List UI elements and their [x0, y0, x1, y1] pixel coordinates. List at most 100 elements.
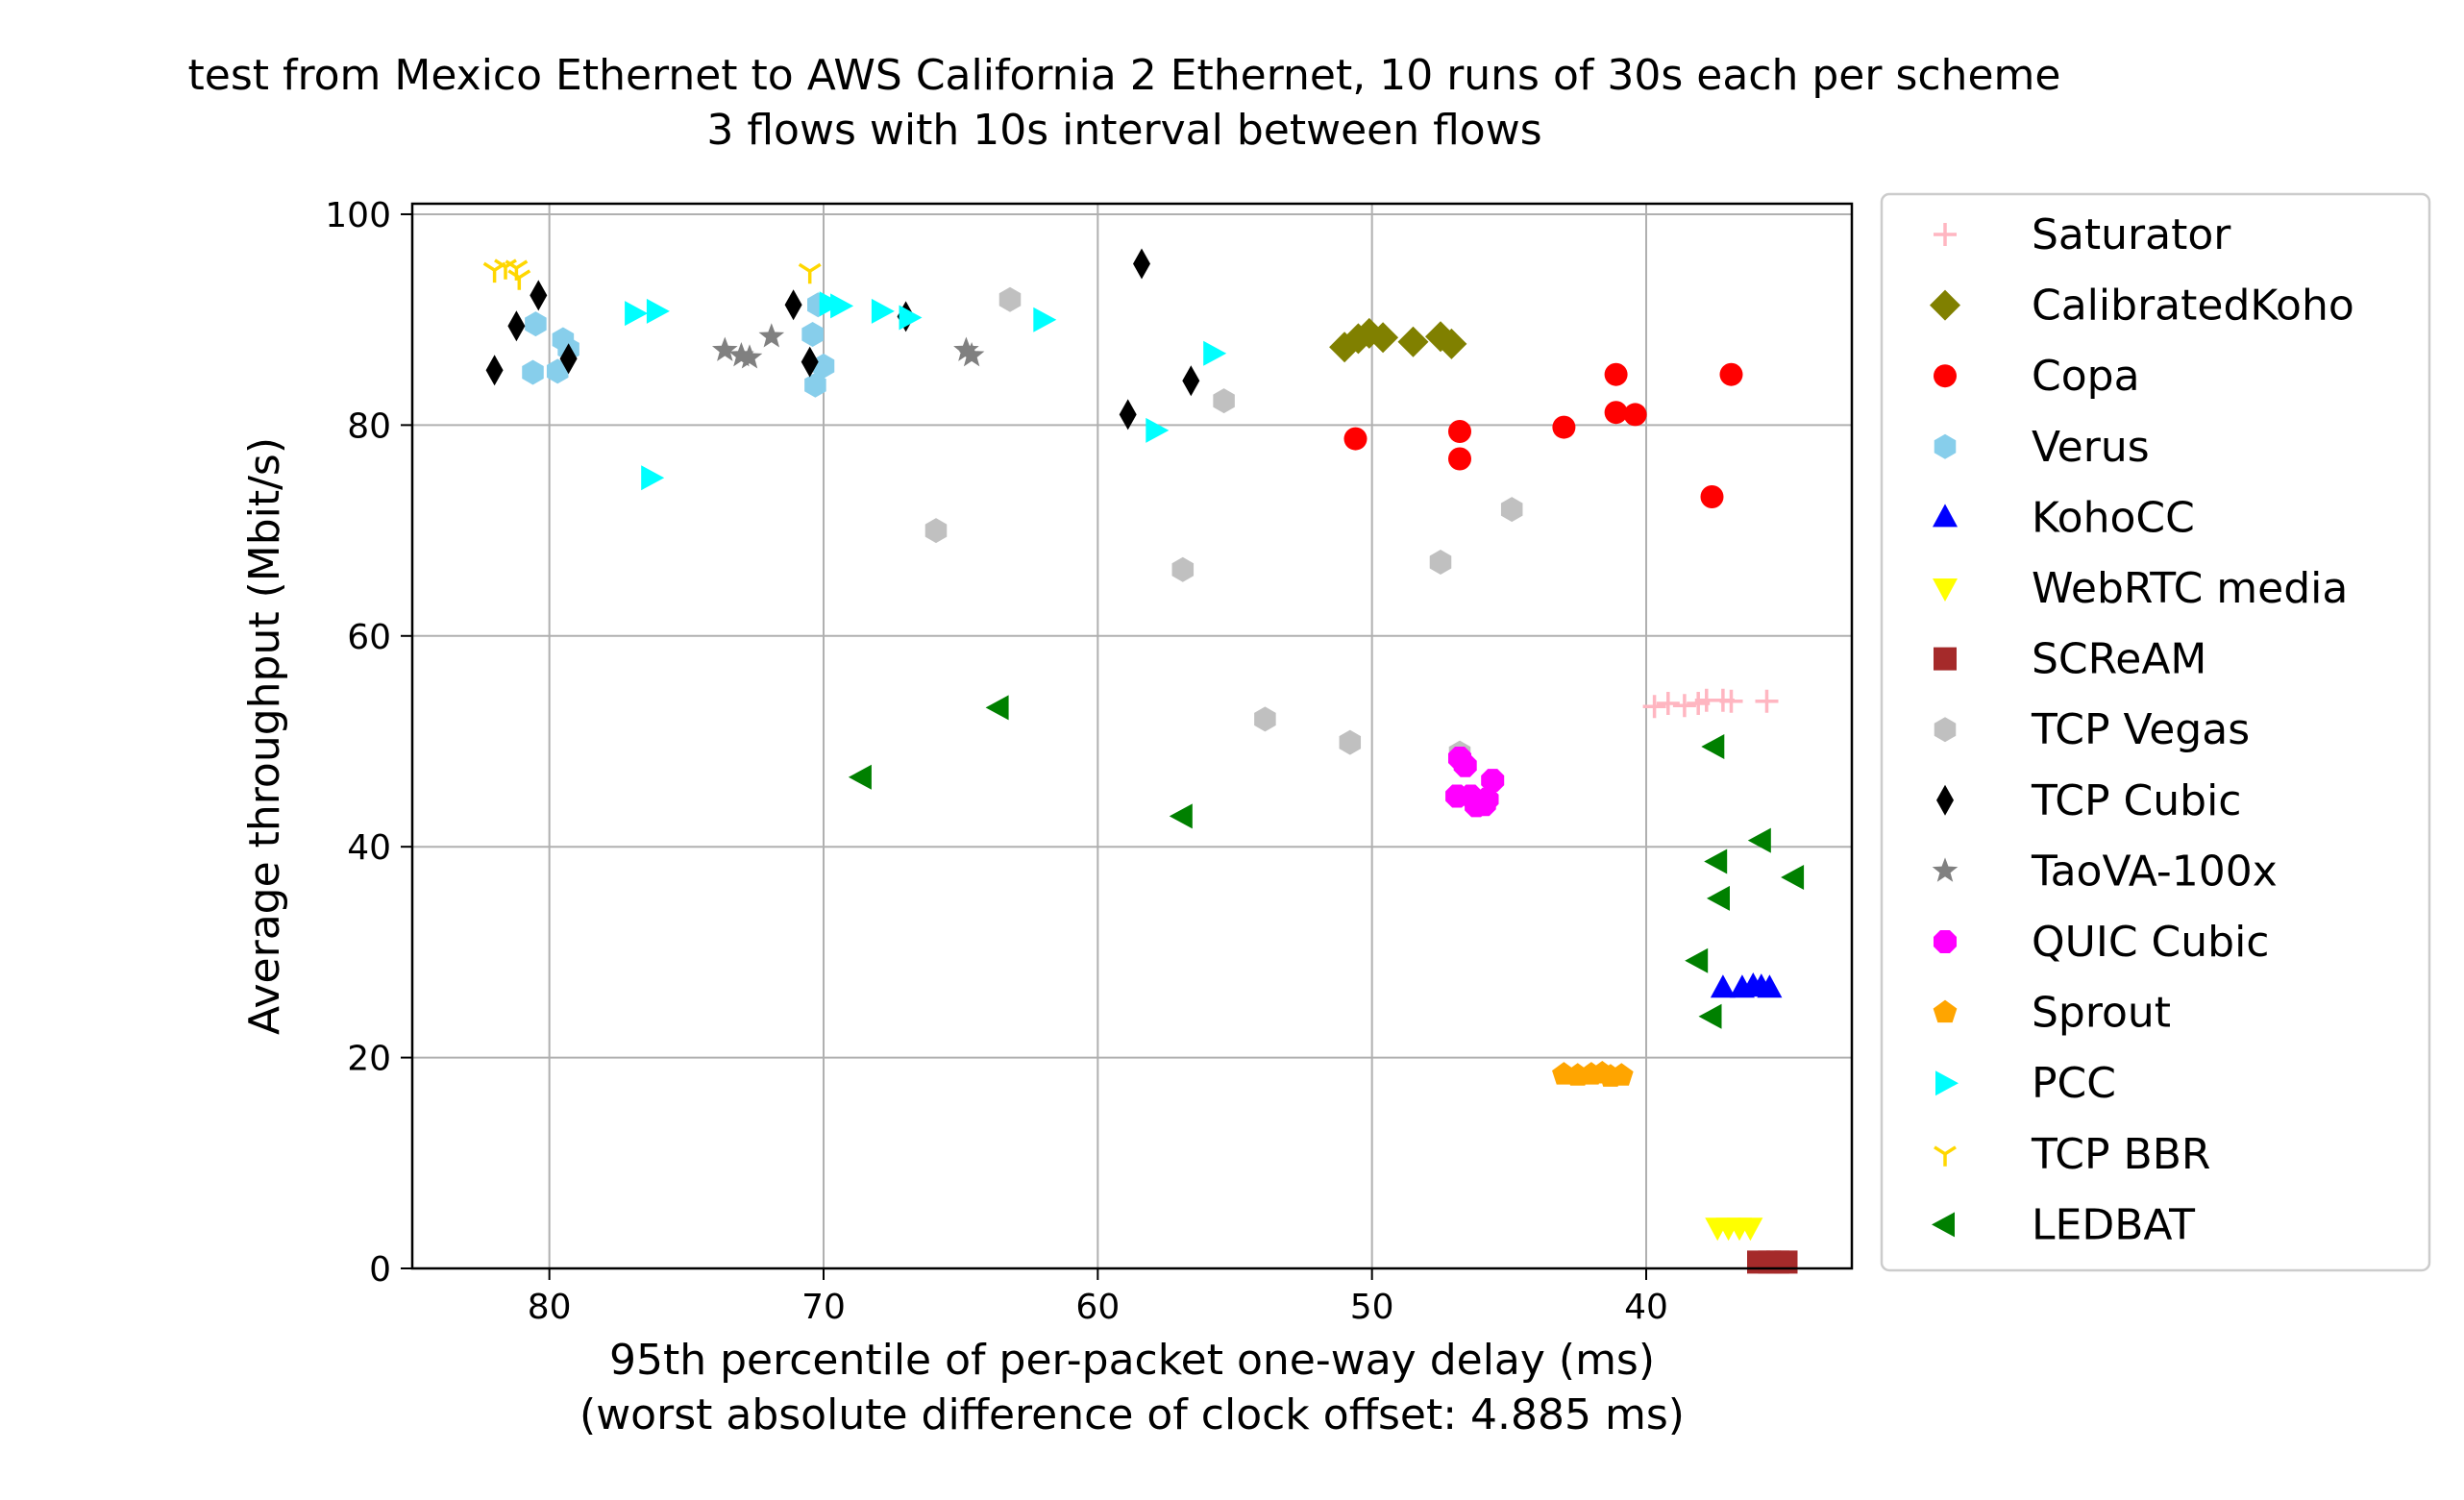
- y-tick-label: 60: [347, 618, 391, 657]
- legend-marker: [1930, 289, 1960, 321]
- data-point: [1182, 365, 1200, 397]
- legend-entry-tcp-vegas: TCP Vegas: [1934, 705, 2250, 754]
- legend-entry-sprout: Sprout: [1933, 989, 2171, 1038]
- data-point: [1757, 974, 1783, 998]
- legend-label: SCReAM: [2032, 635, 2206, 684]
- data-point: [1719, 689, 1743, 713]
- data-point: [1133, 248, 1150, 280]
- legend-label: WebRTC media: [2032, 564, 2348, 613]
- legend-entry-taova-100x: TaoVA-100x: [1932, 847, 2278, 896]
- data-point: [1642, 695, 1666, 719]
- series-taova-100x: [711, 323, 985, 369]
- y-tick-label: 40: [347, 828, 391, 868]
- y-tick-label: 0: [369, 1250, 391, 1290]
- data-point: [1033, 307, 1057, 332]
- data-point: [1448, 447, 1471, 471]
- chart-subtitle: 3 flows with 10s interval between flows: [706, 106, 1541, 155]
- series-ledbat: [848, 695, 1805, 1029]
- legend-label: TCP Vegas: [2031, 705, 2250, 754]
- legend-label: Copa: [2032, 352, 2140, 401]
- data-point: [507, 269, 531, 290]
- data-point: [1701, 734, 1725, 759]
- series-pcc: [625, 291, 1227, 491]
- legend-marker: [1936, 784, 1954, 816]
- data-point: [1481, 769, 1505, 793]
- data-point: [1672, 694, 1696, 718]
- legend-label: QUIC Cubic: [2032, 918, 2269, 967]
- legend-marker: [1934, 364, 1957, 388]
- data-point: [1700, 485, 1724, 508]
- series-tcp-bbr: [482, 258, 822, 290]
- legend-label: CalibratedKoho: [2032, 282, 2354, 331]
- legend-label: TCP BBR: [2031, 1130, 2210, 1179]
- data-point: [924, 518, 948, 544]
- legend-marker: [1934, 1145, 1957, 1167]
- series-copa: [1343, 362, 1743, 508]
- legend-marker: [1934, 223, 1957, 246]
- series-verus: [522, 292, 835, 398]
- data-point: [1475, 787, 1499, 811]
- data-point: [1397, 326, 1429, 357]
- y-tick-label: 100: [325, 196, 391, 235]
- data-point: [1171, 556, 1195, 582]
- data-point: [830, 293, 854, 319]
- x-tick-label: 50: [1350, 1288, 1394, 1327]
- data-point: [530, 280, 548, 311]
- data-point: [1685, 947, 1709, 973]
- data-point: [953, 336, 979, 361]
- data-point: [1719, 362, 1743, 386]
- legend-entry-calibratedkoho: CalibratedKoho: [1930, 282, 2354, 331]
- legend-marker: [1932, 857, 1959, 882]
- data-point: [1781, 865, 1805, 890]
- legend-marker: [1933, 504, 1958, 528]
- legend-entry-pcc: PCC: [1935, 1059, 2116, 1108]
- data-point: [801, 322, 824, 347]
- data-point: [871, 298, 895, 324]
- legend-marker: [1933, 999, 1958, 1023]
- data-point: [522, 359, 544, 385]
- legend-entry-saturator: Saturator: [1934, 210, 2231, 259]
- data-point: [998, 286, 1022, 312]
- legend-entry-scream: SCReAM: [1934, 635, 2206, 684]
- legend: Saturator CalibratedKoho Copa Verus KohoCC We…: [1880, 192, 2431, 1272]
- data-points: [482, 248, 1805, 1274]
- axis-ticks: 80 70 60 50 40 0 20 40 60 80 100: [325, 196, 1668, 1327]
- data-point: [1623, 403, 1647, 427]
- series-calibratedkoho: [1329, 317, 1467, 363]
- data-point: [1747, 827, 1771, 853]
- series-scream: [1747, 1250, 1798, 1274]
- legend-entry-verus: Verus: [1934, 423, 2150, 472]
- data-point: [1698, 1003, 1722, 1029]
- legend-label: TCP Cubic: [2031, 776, 2242, 825]
- x-tick-label: 80: [528, 1288, 572, 1327]
- data-point: [1656, 692, 1680, 715]
- data-point: [1604, 401, 1628, 425]
- data-point: [625, 301, 649, 327]
- data-point: [1707, 885, 1730, 911]
- data-point: [804, 372, 826, 398]
- data-point: [798, 262, 822, 284]
- series-saturator: [1642, 688, 1779, 719]
- y-tick-label: 80: [347, 406, 391, 446]
- data-point: [848, 764, 872, 790]
- legend-entry-webrtc-media: WebRTC media: [1933, 564, 2348, 613]
- data-point: [1254, 706, 1276, 732]
- data-point: [1755, 689, 1779, 713]
- data-point: [1436, 328, 1467, 359]
- series-kohocc: [1710, 972, 1783, 998]
- data-point: [985, 695, 1009, 721]
- legend-frame: [1880, 192, 2431, 1272]
- data-point: [507, 310, 526, 342]
- plot-frame: [410, 202, 1854, 1270]
- legend-marker: [1932, 1212, 1955, 1238]
- legend-label: KohoCC: [2032, 493, 2195, 542]
- legend-entry-kohocc: KohoCC: [1933, 493, 2195, 542]
- data-point: [899, 305, 923, 331]
- x-tick-label: 40: [1624, 1288, 1668, 1327]
- data-point: [784, 289, 802, 321]
- data-point: [546, 358, 569, 384]
- data-point: [641, 465, 665, 491]
- chart-title: test from Mexico Ethernet to AWS Califor…: [188, 51, 2061, 100]
- legend-label: Saturator: [2032, 210, 2231, 259]
